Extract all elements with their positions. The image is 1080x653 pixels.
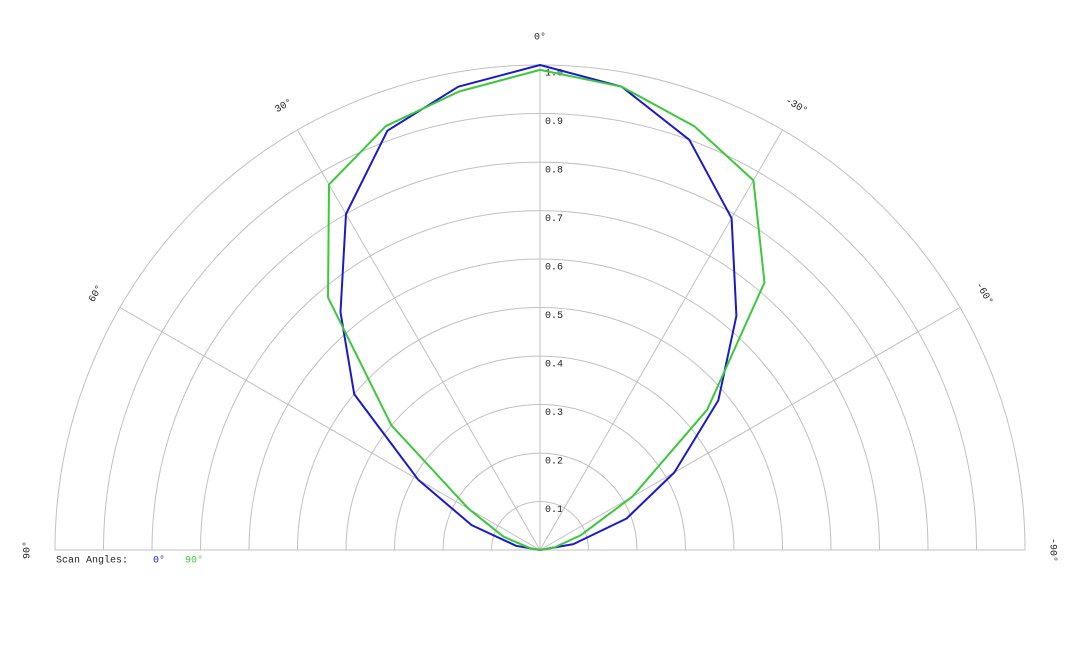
legend-entry: 90° bbox=[185, 555, 203, 567]
legend-title: Scan Angles: bbox=[56, 555, 128, 567]
theta-tick-label: 30° bbox=[273, 97, 295, 116]
theta-tick-label: -30° bbox=[783, 95, 810, 117]
grid-spoke bbox=[119, 307, 541, 551]
r-tick-label: 0.4 bbox=[545, 360, 563, 371]
r-tick-label: 1.0 bbox=[545, 69, 563, 80]
series-line bbox=[327, 68, 766, 551]
theta-tick-label: 90° bbox=[22, 541, 34, 559]
r-tick-label: 0.5 bbox=[545, 311, 563, 322]
r-tick-label: 0.2 bbox=[545, 457, 563, 468]
theta-tick-label: 0° bbox=[534, 32, 546, 44]
r-tick-label: 0.7 bbox=[545, 214, 563, 225]
series-line bbox=[339, 64, 738, 551]
grid-spoke bbox=[539, 307, 961, 551]
theta-tick-label: -90° bbox=[1046, 538, 1058, 562]
theta-tick-label: -60° bbox=[973, 280, 995, 307]
grid-spoke bbox=[297, 129, 541, 551]
r-tick-label: 0.9 bbox=[545, 117, 563, 128]
theta-tick-label: 60° bbox=[87, 283, 106, 305]
legend-entry: 0° bbox=[153, 555, 165, 567]
r-tick-label: 0.1 bbox=[545, 505, 563, 516]
grid-spoke bbox=[539, 129, 783, 551]
r-tick-label: 0.3 bbox=[545, 408, 563, 419]
r-tick-label: 0.6 bbox=[545, 263, 563, 274]
r-tick-label: 0.8 bbox=[545, 166, 563, 177]
